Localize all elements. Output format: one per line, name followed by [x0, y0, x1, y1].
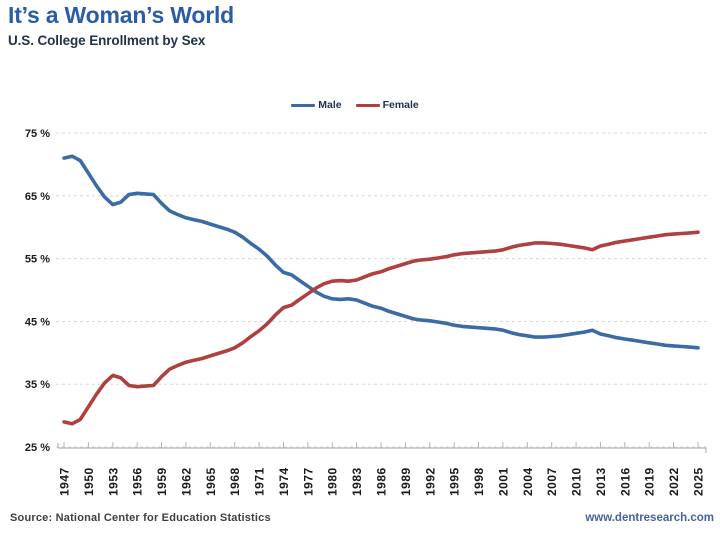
y-tick-label: 25 % [25, 442, 50, 454]
x-tick-label: 1974 [277, 467, 291, 496]
website-link[interactable]: www.dentresearch.com [585, 512, 714, 524]
x-tick-label: 1953 [106, 467, 120, 496]
x-tick-label: 1947 [58, 467, 72, 496]
x-tick-label: 1956 [131, 467, 145, 496]
male-legend-item: Male [291, 99, 342, 111]
x-tick-label: 1965 [204, 467, 218, 496]
y-tick-label: 75 % [25, 128, 50, 140]
x-tick-label: 2010 [570, 467, 584, 496]
x-tick-label: 1959 [155, 467, 169, 496]
x-tick-label: 2022 [667, 467, 681, 496]
y-tick-label: 65 % [25, 191, 50, 203]
x-tick-label: 2013 [594, 467, 608, 496]
female-legend-dash [355, 103, 380, 107]
x-tick-label: 1980 [326, 467, 340, 496]
y-tick-label: 55 % [25, 254, 50, 266]
x-tick-label: 1968 [228, 467, 242, 496]
x-tick-label: 1962 [179, 467, 193, 496]
page-title: It’s a Woman’s World [8, 2, 235, 28]
x-tick-label: 2016 [618, 467, 632, 496]
female-legend-item: Female [355, 99, 419, 111]
x-tick-label: 2004 [521, 467, 535, 496]
x-tick-label: 1995 [448, 467, 462, 496]
x-tick-label: 1989 [399, 467, 413, 496]
x-tick-label: 2025 [692, 467, 706, 496]
male-legend-label: Male [318, 99, 342, 111]
x-tick-label: 1983 [350, 467, 364, 496]
x-tick-label: 1977 [301, 467, 315, 496]
y-tick-label: 35 % [25, 379, 50, 391]
x-tick-label: 2007 [545, 467, 559, 496]
x-tick-label: 1992 [423, 467, 437, 496]
y-tick-label: 45 % [25, 316, 50, 328]
male-legend-dash [291, 103, 316, 107]
x-tick-label: 1971 [253, 467, 267, 496]
source-note: Source: National Center for Education St… [10, 512, 271, 524]
male-line [62, 154, 700, 350]
female-legend-label: Female [382, 99, 419, 111]
legend: Male Female [0, 99, 710, 111]
x-tick-label: 1998 [472, 467, 486, 496]
x-tick-label: 2001 [496, 467, 510, 496]
x-tick-label: 1986 [375, 467, 389, 496]
female-line [62, 230, 700, 426]
x-tick-label: 1950 [82, 467, 96, 496]
page-subtitle: U.S. College Enrollment by Sex [8, 33, 206, 48]
x-tick-label: 2019 [643, 467, 657, 496]
